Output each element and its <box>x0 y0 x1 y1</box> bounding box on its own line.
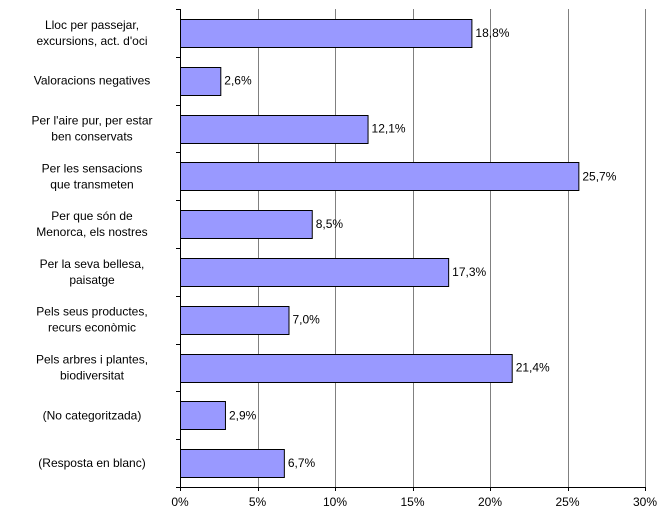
data-label: 6,7% <box>288 456 316 470</box>
data-label: 18,8% <box>475 26 509 40</box>
x-tick-label: 30% <box>633 495 657 509</box>
bar <box>180 354 513 383</box>
category-label: Pels seus productes, <box>36 305 147 319</box>
category-label: paisatge <box>69 273 115 287</box>
data-label: 25,7% <box>582 169 616 183</box>
category-label: (No categoritzada) <box>43 408 142 422</box>
data-label: 21,4% <box>516 361 550 375</box>
x-tick-label: 10% <box>323 495 347 509</box>
data-label: 8,5% <box>316 217 344 231</box>
category-label: Lloc per passejar, <box>45 18 139 32</box>
x-tick-label: 15% <box>400 495 424 509</box>
category-label: que transmeten <box>50 177 133 191</box>
category-label: Per l'aire pur, per estar <box>31 114 152 128</box>
category-label: Per que són de <box>51 209 133 223</box>
x-tick-label: 25% <box>555 495 579 509</box>
category-label: excursions, act. d'oci <box>36 34 147 48</box>
category-label: Valoracions negatives <box>34 74 151 88</box>
category-label: biodiversitat <box>60 369 125 383</box>
bar <box>180 210 313 239</box>
category-label: recurs econòmic <box>48 321 136 335</box>
x-tick-label: 5% <box>249 495 267 509</box>
x-tick-label: 0% <box>171 495 189 509</box>
bar <box>180 258 450 287</box>
bar <box>180 19 473 48</box>
bar <box>180 306 290 335</box>
category-label: (Resposta en blanc) <box>38 456 145 470</box>
category-label: Per les sensacions <box>42 161 143 175</box>
bar <box>180 162 580 191</box>
data-label: 12,1% <box>372 122 406 136</box>
data-label: 2,9% <box>229 408 257 422</box>
data-label: 7,0% <box>293 313 321 327</box>
bars <box>180 19 580 478</box>
labels: 0% 5% 10% 15% 20% 25% 30% 18,8% Lloc per passeja… <box>31 18 657 509</box>
grid-lines <box>258 9 646 487</box>
data-label: 2,6% <box>224 74 252 88</box>
axes <box>176 9 646 491</box>
category-label: ben conservats <box>51 130 132 144</box>
category-label: Per la seva bellesa, <box>40 257 145 271</box>
data-label: 17,3% <box>452 265 486 279</box>
bar <box>180 449 285 478</box>
x-tick-label: 20% <box>478 495 502 509</box>
bar <box>180 115 369 144</box>
category-label: Menorca, els nostres <box>36 225 147 239</box>
bar <box>180 401 226 430</box>
bar <box>180 67 222 96</box>
category-label: Pels arbres i plantes, <box>36 353 148 367</box>
